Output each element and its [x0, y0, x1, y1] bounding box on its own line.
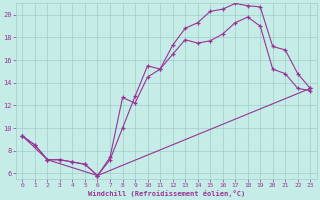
X-axis label: Windchill (Refroidissement éolien,°C): Windchill (Refroidissement éolien,°C) — [88, 190, 245, 197]
